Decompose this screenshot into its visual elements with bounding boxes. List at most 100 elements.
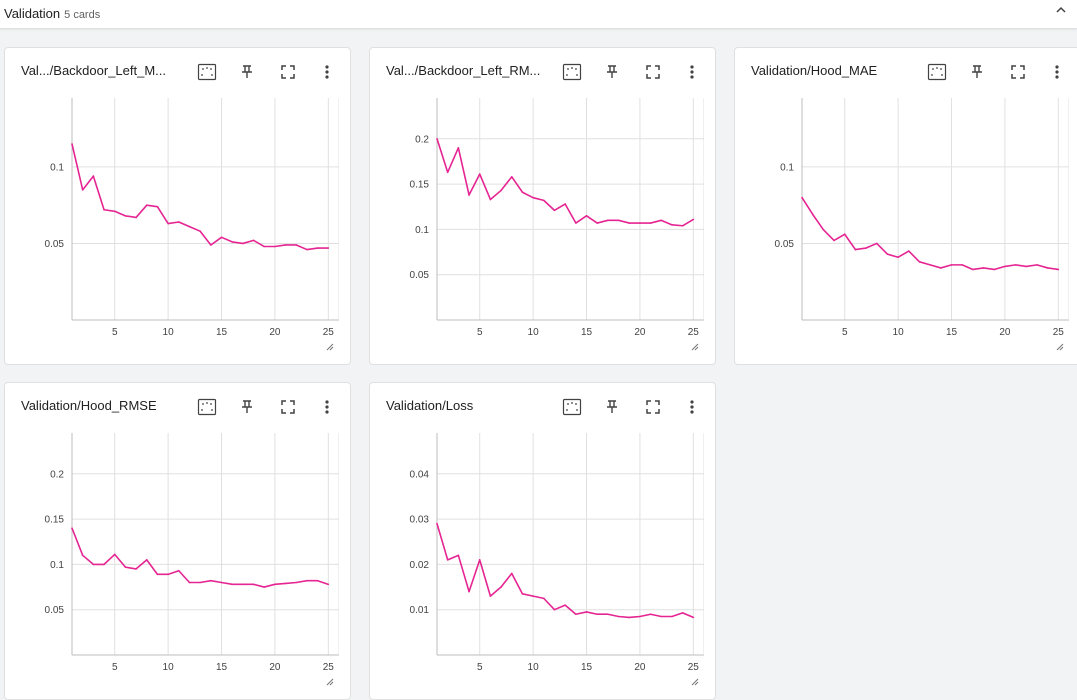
resize-handle-icon[interactable] bbox=[324, 673, 334, 686]
fullscreen-icon[interactable] bbox=[278, 62, 298, 82]
x-tick-label: 10 bbox=[528, 662, 540, 673]
data-point bbox=[316, 579, 319, 582]
resize-handle-icon[interactable] bbox=[324, 338, 334, 351]
x-tick-label: 25 bbox=[688, 662, 700, 673]
line-chart[interactable]: 5 10 15 20 25 0.01 0.02 0.03 0.04 bbox=[374, 427, 704, 679]
chevron-up-icon[interactable] bbox=[1051, 2, 1071, 22]
more-vert-icon[interactable] bbox=[317, 397, 337, 417]
data-point bbox=[242, 242, 244, 245]
x-tick-label: 15 bbox=[216, 327, 228, 338]
resize-handle-icon[interactable] bbox=[689, 338, 699, 351]
fullscreen-icon[interactable] bbox=[278, 397, 298, 417]
data-point bbox=[188, 581, 191, 584]
data-point bbox=[865, 247, 867, 249]
fit-domain-icon[interactable] bbox=[197, 62, 217, 82]
y-tick-label: 0.01 bbox=[410, 605, 430, 616]
data-point bbox=[178, 221, 180, 223]
data-point bbox=[124, 566, 127, 568]
data-point bbox=[263, 245, 266, 248]
pin-icon[interactable] bbox=[967, 62, 987, 82]
data-point bbox=[199, 230, 201, 232]
pin-icon[interactable] bbox=[237, 62, 257, 82]
fullscreen-icon[interactable] bbox=[1008, 62, 1028, 82]
resize-handle-icon[interactable] bbox=[1054, 338, 1064, 351]
more-vert-icon[interactable] bbox=[1047, 62, 1067, 82]
line-chart[interactable]: 5 10 15 20 25 0.05 0.1 bbox=[9, 92, 339, 344]
data-point bbox=[692, 218, 695, 221]
data-point bbox=[274, 583, 276, 586]
y-tick-label: 0.05 bbox=[410, 270, 430, 281]
pin-icon[interactable] bbox=[602, 397, 622, 417]
line-chart[interactable]: 5 10 15 20 25 0.05 0.1 0.15 0.2 bbox=[9, 427, 339, 679]
data-point bbox=[500, 586, 502, 588]
series-line bbox=[436, 138, 694, 227]
resize-handle-icon[interactable] bbox=[689, 673, 699, 686]
data-point bbox=[478, 559, 481, 561]
more-vert-icon[interactable] bbox=[317, 62, 337, 82]
line-chart[interactable]: 5 10 15 20 25 0.05 0.1 0.15 0.2 bbox=[374, 92, 704, 344]
x-tick-label: 5 bbox=[112, 327, 118, 338]
fit-domain-icon[interactable] bbox=[562, 397, 582, 417]
data-point bbox=[188, 225, 191, 228]
fullscreen-icon[interactable] bbox=[643, 397, 663, 417]
data-point bbox=[596, 222, 598, 224]
card-title: Validation/Hood_MAE bbox=[751, 63, 878, 78]
card-title: Val.../Backdoor_Left_M... bbox=[21, 63, 166, 78]
card-title: Validation/Hood_RMSE bbox=[21, 398, 157, 413]
data-point bbox=[306, 579, 308, 582]
y-tick-label: 0.2 bbox=[415, 134, 429, 145]
data-point bbox=[585, 214, 588, 217]
data-point bbox=[316, 247, 319, 249]
fit-domain-icon[interactable] bbox=[562, 62, 582, 82]
data-point bbox=[436, 137, 438, 140]
y-tick-label: 0.05 bbox=[45, 239, 65, 250]
data-point bbox=[457, 147, 460, 149]
more-vert-icon[interactable] bbox=[682, 397, 702, 417]
fullscreen-icon[interactable] bbox=[643, 62, 663, 82]
more-vert-icon[interactable] bbox=[682, 62, 702, 82]
data-point bbox=[918, 261, 921, 263]
y-tick-label: 0.05 bbox=[45, 605, 65, 616]
data-point bbox=[875, 242, 878, 245]
data-point bbox=[617, 219, 620, 222]
data-point bbox=[252, 583, 255, 586]
x-tick-label: 20 bbox=[634, 327, 646, 338]
data-point bbox=[553, 209, 556, 212]
x-tick-label: 10 bbox=[893, 327, 905, 338]
x-tick-label: 20 bbox=[634, 662, 646, 673]
data-point bbox=[135, 568, 137, 570]
data-point bbox=[457, 554, 460, 557]
y-tick-label: 0.03 bbox=[410, 515, 430, 526]
x-tick-label: 20 bbox=[269, 327, 281, 338]
data-point bbox=[489, 595, 492, 597]
x-tick-label: 25 bbox=[1053, 327, 1065, 338]
pin-icon[interactable] bbox=[237, 397, 257, 417]
x-tick-label: 25 bbox=[688, 327, 700, 338]
group-header: Validation 5 cards bbox=[0, 0, 1077, 29]
data-point bbox=[982, 267, 985, 269]
data-point bbox=[532, 595, 534, 597]
group-title: Validation 5 cards bbox=[4, 6, 100, 21]
data-point bbox=[1057, 268, 1060, 271]
fit-domain-icon[interactable] bbox=[197, 397, 217, 417]
data-point bbox=[543, 597, 545, 600]
data-point bbox=[886, 253, 889, 255]
data-point bbox=[295, 581, 298, 584]
data-point bbox=[908, 250, 910, 252]
y-tick-label: 0.1 bbox=[50, 162, 64, 173]
line-chart[interactable]: 5 10 15 20 25 0.05 0.1 bbox=[739, 92, 1069, 344]
scalar-card: Validation/Hood_MAE 5 10 15 20 25 0.05 0.1 bbox=[734, 47, 1077, 365]
data-point bbox=[1014, 264, 1017, 266]
y-tick-label: 0.1 bbox=[415, 225, 429, 236]
data-point bbox=[639, 222, 641, 224]
data-point bbox=[961, 264, 963, 266]
pin-icon[interactable] bbox=[602, 62, 622, 82]
data-point bbox=[660, 219, 663, 222]
data-point bbox=[71, 527, 73, 529]
scalar-card: Validation/Loss 5 10 15 20 25 0.01 0.02 0.03 0.04 bbox=[369, 382, 716, 700]
data-point bbox=[167, 573, 169, 576]
data-point bbox=[284, 244, 287, 246]
y-tick-label: 0.2 bbox=[50, 469, 64, 480]
fit-domain-icon[interactable] bbox=[927, 62, 947, 82]
data-point bbox=[263, 586, 266, 588]
